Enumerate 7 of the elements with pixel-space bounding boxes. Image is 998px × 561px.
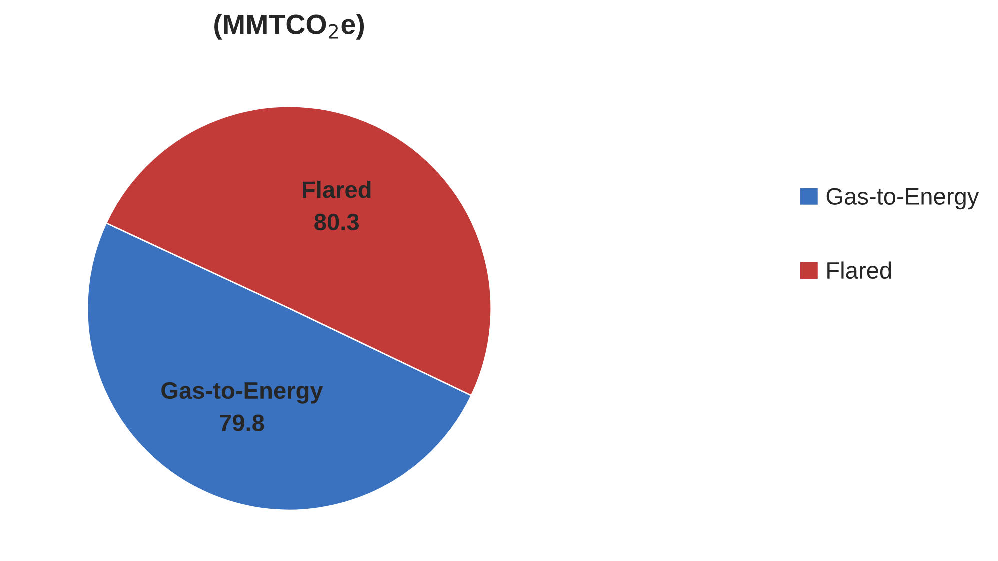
legend-label: Gas-to-Energy	[826, 188, 980, 210]
data-label: 79.8	[220, 414, 264, 432]
slice-label: Flared	[303, 180, 371, 198]
slice-label: Gas-to-Energy	[162, 382, 324, 404]
data-label: 80.3	[314, 214, 359, 231]
chart-title: (MMTCO$_{2}$e)	[214, 14, 364, 40]
legend-label: Flared	[828, 262, 892, 280]
